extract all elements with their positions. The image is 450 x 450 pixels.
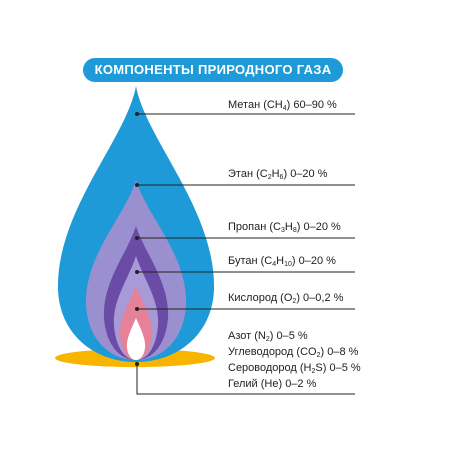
diagram-title: КОМПОНЕНТЫ ПРИРОДНОГО ГАЗА [83,58,343,82]
label-hydrocarbon-name: Углеводород (CO [228,346,317,358]
label-propane-sub2: 8 [292,227,297,234]
label-butane-name: Бутан (C [228,255,273,267]
label-hydrocarbon-range: 0–8 % [327,346,359,358]
label-propane-mid: H [284,221,293,233]
label-butane: Бутан (C4H10) 0–20 % [228,255,336,268]
label-hydrogen-sulfide-range: 0–5 % [329,362,361,374]
label-ethane-sub: 2 [267,174,272,181]
marker-dot-butane [135,270,139,274]
label-nitrogen-range: 0–5 % [276,330,308,342]
label-oxygen-range: 0–0,2 % [303,292,344,304]
label-oxygen-name: Кислород (O [228,292,293,304]
label-methane-tail: ) [286,99,291,111]
marker-dot-propane [135,236,139,240]
label-methane-range: 60–90 % [293,99,337,111]
label-nitrogen-name: Азот (N [228,330,266,342]
label-helium-name: Гелий (He) [228,378,283,390]
label-hydrogen-sulfide-sub: 2 [311,368,316,375]
label-nitrogen: Азот (N2) 0–5 % [228,330,308,343]
label-methane: Метан (CH4) 60–90 % [228,99,337,112]
label-ethane-tail: ) [283,168,288,180]
label-helium: Гелий (He) 0–2 % [228,378,316,391]
label-hydrocarbon-tail: ) [320,346,325,358]
label-nitrogen-sub: 2 [265,336,270,343]
label-butane-range: 0–20 % [298,255,336,267]
label-hydrogen-sulfide-name: Сероводород (H [228,362,312,374]
label-ethane-sub2: 6 [279,174,284,181]
label-hydrogen-sulfide-mid: S) [315,362,327,374]
leader-line-others [136,364,355,395]
label-ethane-name: Этан (C [228,168,268,180]
label-propane-name: Пропан (C [228,221,281,233]
label-helium-range: 0–2 % [285,378,317,390]
flame-core [126,318,146,360]
label-hydrogen-sulfide: Сероводород (H2S) 0–5 % [228,362,361,375]
label-ethane-mid: H [271,168,280,180]
label-propane-tail: ) [296,221,301,233]
label-hydrocarbon-sub: 2 [316,352,321,359]
marker-dot-others [135,362,139,366]
label-butane-mid: H [276,255,285,267]
marker-dot-oxygen [135,307,139,311]
marker-dot-methane [135,112,139,116]
label-butane-tail: ) [291,255,296,267]
label-nitrogen-tail: ) [269,330,274,342]
label-hydrocarbon: Углеводород (CO2) 0–8 % [228,346,358,359]
label-propane-range: 0–20 % [303,221,341,233]
label-methane-sub: 4 [282,105,287,112]
label-oxygen-tail: ) [296,292,300,304]
marker-dot-ethane [135,183,139,187]
label-propane: Пропан (C3H8) 0–20 % [228,221,341,234]
label-propane-sub: 3 [280,227,285,234]
label-oxygen-sub: 2 [292,298,297,305]
label-ethane-range: 0–20 % [290,168,328,180]
label-ethane: Этан (C2H6) 0–20 % [228,168,328,181]
label-butane-sub: 4 [272,261,277,268]
label-butane-sub2: 10 [284,261,292,268]
label-oxygen: Кислород (O2) 0–0,2 % [228,292,343,305]
label-methane-name: Метан (CH [228,99,283,111]
